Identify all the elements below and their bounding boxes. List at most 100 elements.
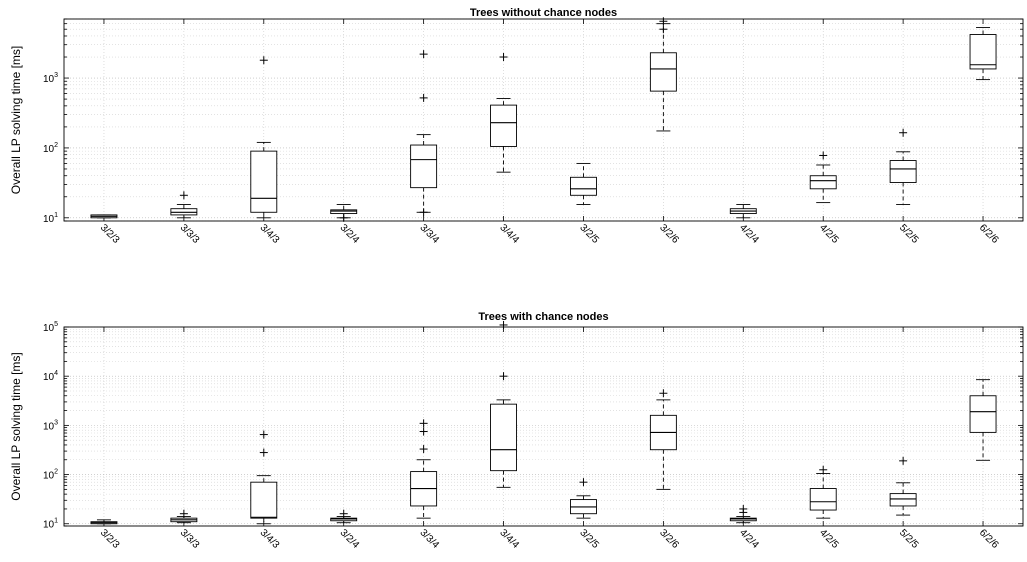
box-4/2/4 xyxy=(729,204,757,219)
chart-title: Trees without chance nodes xyxy=(470,7,617,19)
outlier-marker xyxy=(259,430,268,439)
box-3/3/4 xyxy=(410,419,438,519)
outlier-marker xyxy=(659,25,668,34)
x-tick-label: 3/2/3 xyxy=(98,222,122,246)
y-tick-label: 102 xyxy=(43,142,58,155)
outlier-marker xyxy=(819,465,828,474)
outlier-marker xyxy=(579,478,588,487)
outlier-marker xyxy=(259,56,268,65)
box-4/2/5 xyxy=(809,151,837,204)
box-4/2/5 xyxy=(809,465,837,519)
box-3/2/3 xyxy=(90,214,118,219)
box-iqr xyxy=(809,488,837,511)
box-3/2/5 xyxy=(570,478,597,519)
x-tick-label: 3/3/3 xyxy=(178,222,202,246)
chart-with-chance-nodes: Trees with chance nodes Overall LP solvin… xyxy=(9,311,1024,551)
y-tick-label: 103 xyxy=(43,72,58,85)
box-5/2/5 xyxy=(889,128,917,205)
outlier-marker xyxy=(419,208,428,217)
x-tick-label: 4/2/5 xyxy=(817,222,841,246)
box-iqr xyxy=(809,175,837,190)
box-iqr xyxy=(969,34,997,70)
x-tick-label: 3/4/3 xyxy=(258,222,282,246)
x-tick-label: 3/3/3 xyxy=(178,527,202,551)
x-tick-label: 4/2/4 xyxy=(737,222,761,246)
outlier-marker xyxy=(339,213,348,222)
box-3/4/3 xyxy=(250,430,278,525)
box-3/4/3 xyxy=(250,56,278,219)
box-iqr xyxy=(330,209,358,215)
outlier-marker xyxy=(739,504,748,513)
axes-frame xyxy=(63,326,1024,527)
y-tick-label: 101 xyxy=(43,518,58,531)
x-tick-label: 6/2/6 xyxy=(977,222,1001,246)
box-iqr xyxy=(410,144,438,189)
x-tick-label: 4/2/5 xyxy=(817,527,841,551)
y-axis-label: Overall LP solving time [ms] xyxy=(9,46,23,195)
box-iqr xyxy=(889,160,917,183)
x-tick-label: 3/2/6 xyxy=(657,222,681,246)
x-tick-label: 3/2/6 xyxy=(657,527,681,551)
y-tick-label: 101 xyxy=(43,212,58,225)
outlier-marker xyxy=(259,448,268,457)
box-3/2/6 xyxy=(649,17,677,132)
outlier-marker xyxy=(419,50,428,59)
x-tick-label: 3/2/4 xyxy=(338,527,362,551)
outlier-marker xyxy=(179,191,188,200)
x-tick-label: 3/4/3 xyxy=(258,527,282,551)
outlier-marker xyxy=(179,509,188,518)
grid xyxy=(64,326,1023,527)
chart-without-chance-nodes: Trees without chance nodes Overall LP sol… xyxy=(9,7,1024,246)
outlier-marker xyxy=(339,509,348,518)
box-4/2/4 xyxy=(729,504,757,524)
outlier-marker xyxy=(419,445,428,454)
box-3/2/4 xyxy=(330,204,358,222)
box-5/2/5 xyxy=(889,456,917,516)
x-tick-label: 3/3/4 xyxy=(418,527,442,551)
x-tick-label: 4/2/4 xyxy=(737,527,761,551)
y-axis-label: Overall LP solving time [ms] xyxy=(9,352,23,501)
box-3/3/3 xyxy=(170,509,198,524)
outlier-marker xyxy=(499,320,508,329)
x-tick-label: 5/2/5 xyxy=(897,527,921,551)
x-tick-label: 5/2/5 xyxy=(897,222,921,246)
box-6/2/6 xyxy=(969,379,997,461)
box-3/3/3 xyxy=(170,191,198,219)
box-iqr xyxy=(969,395,997,433)
box-3/2/6 xyxy=(649,389,677,490)
x-tick-label: 6/2/6 xyxy=(977,527,1001,551)
box-iqr xyxy=(250,150,278,213)
x-tick-label: 3/4/4 xyxy=(497,527,521,551)
box-iqr xyxy=(649,52,677,92)
x-tick-label: 3/2/5 xyxy=(577,527,601,551)
outlier-marker xyxy=(819,151,828,160)
x-tick-label: 3/2/4 xyxy=(338,222,362,246)
chart-title: Trees with chance nodes xyxy=(478,311,608,323)
outlier-marker xyxy=(419,93,428,102)
box-iqr xyxy=(490,104,517,147)
axes-frame xyxy=(63,18,1024,222)
box-3/2/4 xyxy=(330,509,358,524)
y-tick-label: 102 xyxy=(43,469,58,482)
grid xyxy=(64,18,1023,222)
outlier-marker xyxy=(899,456,908,465)
box-3/3/4 xyxy=(410,50,438,217)
box-6/2/6 xyxy=(969,26,997,81)
y-tick-label: 104 xyxy=(43,370,58,383)
outlier-marker xyxy=(659,389,668,398)
box-3/2/5 xyxy=(570,162,597,205)
outlier-marker xyxy=(899,128,908,137)
outlier-marker xyxy=(419,419,428,428)
box-iqr xyxy=(570,176,597,196)
x-tick-label: 3/2/5 xyxy=(577,222,601,246)
box-iqr xyxy=(250,481,278,519)
y-tick-label: 103 xyxy=(43,419,58,432)
box-iqr xyxy=(490,403,517,472)
outlier-marker xyxy=(659,17,668,26)
x-tick-label: 3/4/4 xyxy=(497,222,521,246)
y-tick-label: 105 xyxy=(43,321,58,334)
box-iqr xyxy=(889,493,917,507)
box-3/4/4 xyxy=(490,320,517,488)
box-3/4/4 xyxy=(490,53,517,173)
